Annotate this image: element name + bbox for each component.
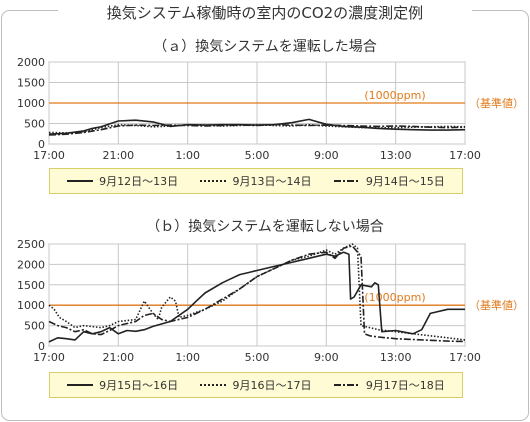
reference-side-label: （基準値） xyxy=(469,298,524,312)
y-tick-label: 2000 xyxy=(17,56,45,69)
y-tick-label: 1000 xyxy=(17,299,45,312)
y-tick-label: 1000 xyxy=(17,97,45,110)
y-tick-label: 1500 xyxy=(17,77,45,90)
title-backing xyxy=(58,0,472,22)
x-tick-label: 17:00 xyxy=(33,351,65,364)
chart-b-legend: 9月15日〜16日 9月16日〜17日 9月17日〜18日 xyxy=(49,372,463,398)
x-tick-label: 17:00 xyxy=(33,149,65,162)
y-tick-label: 2000 xyxy=(17,258,45,271)
x-tick-label: 17:00 xyxy=(449,351,481,364)
reference-line-label: (1000ppm) xyxy=(364,291,425,304)
legend-label: 9月12日〜13日 xyxy=(99,175,179,188)
x-tick-label: 9:00 xyxy=(314,351,339,364)
legend-swatch xyxy=(200,384,227,386)
legend-item: 9月17日〜18日 xyxy=(333,377,445,393)
legend-item: 9月13日〜14日 xyxy=(200,173,311,189)
chart-b-title: （ｂ）換気システムを運転しない場合 xyxy=(146,219,384,235)
legend-label: 9月14日〜15日 xyxy=(365,175,445,188)
y-tick-label: 2500 xyxy=(17,238,45,251)
chart-a-title: （ａ）換気システムを運転した場合 xyxy=(153,39,377,55)
legend-swatch xyxy=(67,384,94,386)
legend-swatch xyxy=(333,180,360,182)
legend-label: 9月16日〜17日 xyxy=(232,379,312,392)
chart-b: 0 500 1000 1500 2000 2500 17:00 21:00 1:00 5:00 9:… xyxy=(17,238,524,364)
series-line-3 xyxy=(48,245,466,343)
legend-swatch xyxy=(200,180,227,182)
legend-item: 9月15日〜16日 xyxy=(67,377,178,393)
x-tick-label: 21:00 xyxy=(102,149,134,162)
series-line-1 xyxy=(48,251,465,343)
chart-a: 0 500 1000 1500 2000 17:00 21:00 1:00 5:00 9:00 13… xyxy=(17,56,524,162)
page-title: 換気システム稼働時の室内のCO2の濃度測定例 xyxy=(106,4,424,22)
legend-label: 9月13日〜14日 xyxy=(232,175,312,188)
x-tick-label: 13:00 xyxy=(380,351,412,364)
reference-side-label: （基準値） xyxy=(469,96,524,110)
legend-label: 9月15日〜16日 xyxy=(99,379,179,392)
x-tick-label: 9:00 xyxy=(314,149,339,162)
chart-a-legend: 9月12日〜13日 9月13日〜14日 9月14日〜15日 xyxy=(49,168,463,194)
legend-swatch xyxy=(67,180,94,182)
legend-item: 9月14日〜15日 xyxy=(333,173,445,189)
x-tick-label: 1:00 xyxy=(175,351,200,364)
y-tick-label: 0 xyxy=(38,138,45,151)
y-tick-label: 500 xyxy=(24,118,45,131)
x-tick-label: 5:00 xyxy=(245,351,270,364)
legend-swatch xyxy=(333,384,360,386)
y-tick-label: 1500 xyxy=(17,279,45,292)
x-tick-label: 5:00 xyxy=(245,149,270,162)
series-line-2 xyxy=(48,243,466,341)
legend-item: 9月16日〜17日 xyxy=(200,377,311,393)
x-tick-label: 21:00 xyxy=(102,351,134,364)
series-line-3 xyxy=(48,123,466,136)
y-tick-label: 0 xyxy=(38,340,45,353)
x-tick-label: 13:00 xyxy=(380,149,412,162)
y-tick-label: 500 xyxy=(24,320,45,333)
legend-item: 9月12日〜13日 xyxy=(67,173,178,189)
reference-line-label: (1000ppm) xyxy=(364,89,425,102)
legend-label: 9月17日〜18日 xyxy=(365,379,445,392)
x-tick-label: 17:00 xyxy=(449,149,481,162)
x-tick-label: 1:00 xyxy=(175,149,200,162)
